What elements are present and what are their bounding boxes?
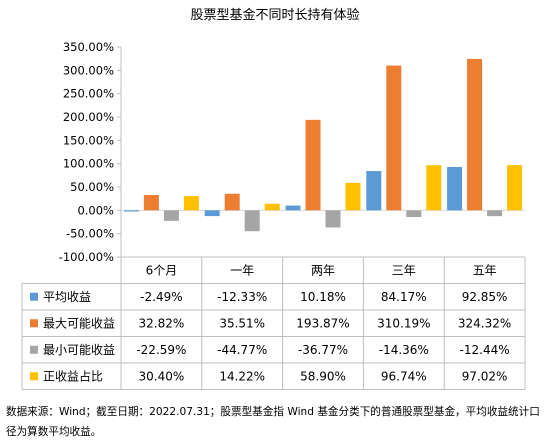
legend-key-3 <box>30 345 38 354</box>
bar-3-2 <box>244 210 260 232</box>
data-label: -2.49% <box>140 290 182 304</box>
data-label: 92.85% <box>462 290 508 304</box>
data-label: 10.18% <box>300 290 346 304</box>
bar-1-4 <box>366 171 382 211</box>
legend-label: 最大可能收益 <box>43 316 115 330</box>
bar-1-3 <box>285 205 301 211</box>
data-label: -22.59% <box>136 343 186 357</box>
data-label: 96.74% <box>381 369 427 383</box>
legend-label: 平均收益 <box>43 290 91 304</box>
data-label: -12.44% <box>460 343 510 357</box>
bar-1-5 <box>447 167 463 211</box>
data-label: -14.36% <box>379 343 429 357</box>
y-tick-label: 350.00% <box>63 40 114 54</box>
y-tick-label: 250.00% <box>63 87 114 101</box>
bar-4-1 <box>183 196 199 211</box>
bar-2-4 <box>386 65 402 211</box>
data-label: 193.87% <box>296 316 349 330</box>
legend-key-2 <box>30 319 38 328</box>
y-tick-label: -100.00% <box>59 250 114 264</box>
category-label: 一年 <box>230 263 254 277</box>
bar-4-2 <box>264 203 280 211</box>
category-label: 两年 <box>311 263 335 277</box>
bar-3-3 <box>325 210 341 228</box>
data-label: 32.82% <box>139 316 185 330</box>
source-caption: 数据来源：Wind；截至日期：2022.07.31；股票型基金指 Wind 基金… <box>6 406 540 438</box>
y-tick-label: 0.00% <box>77 203 114 217</box>
y-tick-label: 50.00% <box>70 180 114 194</box>
data-label: 14.22% <box>219 369 265 383</box>
bar-2-1 <box>143 195 159 211</box>
data-label: 84.17% <box>381 290 427 304</box>
legend-label: 最小可能收益 <box>43 343 115 357</box>
data-label: -36.77% <box>298 343 348 357</box>
bar-4-4 <box>426 165 442 211</box>
data-label: -44.77% <box>217 343 267 357</box>
bar-4-5 <box>507 165 523 211</box>
bar-3-1 <box>163 210 179 221</box>
bar-3-5 <box>487 210 503 217</box>
data-label: 97.02% <box>462 369 508 383</box>
bar-chart: -100.00% -50.00% 0.00% 50.00% 100.00% 150.00%… <box>21 40 526 390</box>
bar-2-5 <box>467 58 483 211</box>
chart-title: 股票型基金不同时长持有体验 <box>190 8 360 23</box>
bar-2-3 <box>305 119 321 211</box>
y-tick-label: -50.00% <box>66 227 114 241</box>
bar-3-4 <box>406 210 422 218</box>
legend-key-1 <box>30 292 38 301</box>
y-tick-label: 100.00% <box>63 157 114 171</box>
data-label: 30.40% <box>139 369 185 383</box>
data-label: 310.19% <box>377 316 430 330</box>
y-tick-label: 150.00% <box>63 133 114 147</box>
bar-1-1 <box>123 210 139 212</box>
y-tick-label: 300.00% <box>63 63 114 77</box>
bar-2-2 <box>224 193 240 211</box>
category-label: 五年 <box>473 263 497 277</box>
data-label: 324.32% <box>458 316 511 330</box>
legend-key-4 <box>30 372 38 381</box>
legend-label: 正收益占比 <box>43 368 103 383</box>
data-label: 35.51% <box>219 316 265 330</box>
bar-4-3 <box>345 182 361 211</box>
bar-1-2 <box>204 210 220 217</box>
category-label: 三年 <box>392 263 416 277</box>
data-label: -12.33% <box>217 290 267 304</box>
data-label: 58.90% <box>300 369 346 383</box>
category-label: 6个月 <box>146 263 178 277</box>
y-tick-label: 200.00% <box>63 110 114 124</box>
